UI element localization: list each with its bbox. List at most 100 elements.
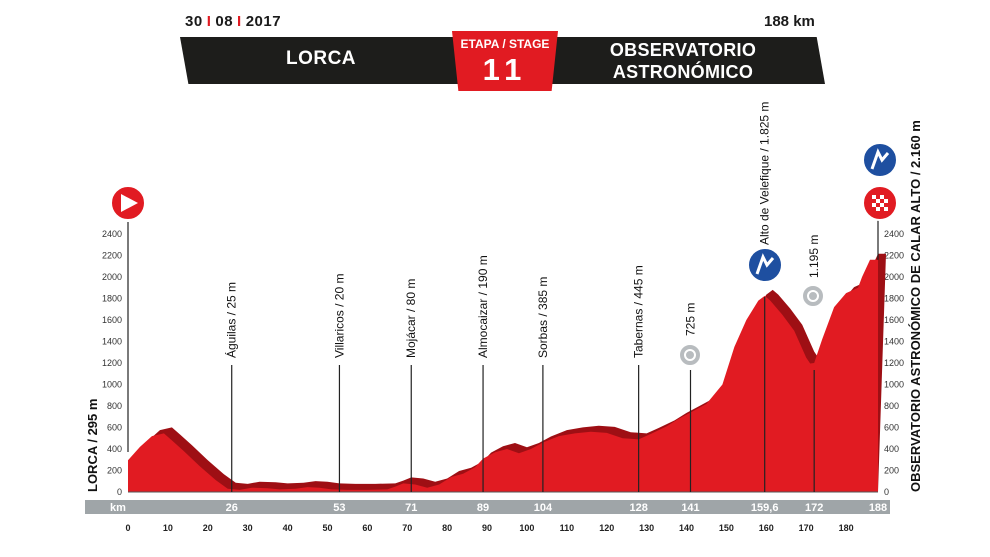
- x-tick-label: 90: [482, 523, 492, 533]
- waypoint-km: 172: [805, 502, 823, 514]
- y-tick-label-left: 200: [107, 466, 122, 476]
- climb-icon: [747, 247, 783, 283]
- waypoint-name: Almocaizar / 190 m: [476, 255, 490, 358]
- x-tick-label: 0: [125, 523, 130, 533]
- start-arrow-icon: [121, 194, 138, 212]
- climb-icon: [862, 142, 898, 178]
- finish-check-cell: [872, 195, 876, 199]
- y-tick-label-left: 1200: [102, 358, 122, 368]
- waypoint-name: Mojácar / 80 m: [404, 279, 418, 358]
- x-tick-label: 60: [362, 523, 372, 533]
- sprint-icon-ring: [684, 349, 696, 361]
- x-tick-label: 120: [599, 523, 614, 533]
- waypoint-km: 128: [629, 502, 647, 514]
- climb-icon-mark: [755, 253, 775, 275]
- finish-label: OBSERVATORIO ASTRONÓMICO DE CALAR ALTO /…: [908, 120, 923, 492]
- stage-number: 11: [482, 52, 528, 87]
- waypoint-km: 104: [534, 502, 553, 514]
- date-year: 2017: [245, 13, 282, 30]
- y-tick-label-left: 2200: [102, 251, 122, 261]
- y-tick-label-right: 1800: [884, 294, 904, 304]
- y-tick-label-right: 600: [884, 423, 899, 433]
- y-tick-label-left: 600: [107, 423, 122, 433]
- waypoint-name: Águilas / 25 m: [224, 282, 239, 358]
- y-tick-label-left: 800: [107, 401, 122, 411]
- waypoint-km: 71: [405, 502, 417, 514]
- y-tick-label-right: 1600: [884, 315, 904, 325]
- finish-check-cell: [876, 207, 880, 211]
- sprint-icon: [801, 284, 825, 308]
- y-tick-label-right: 200: [884, 466, 899, 476]
- waypoint-km: 26: [226, 502, 238, 514]
- x-tick-label: 180: [839, 523, 854, 533]
- finish-check-cell: [880, 195, 884, 199]
- y-tick-label-right: 2200: [884, 251, 904, 261]
- waypoint-name: 1.195 m: [807, 235, 821, 278]
- stage-date: 30 I 08 I 2017: [185, 13, 281, 30]
- finish-check-cell: [876, 199, 880, 203]
- x-tick-label: 30: [243, 523, 253, 533]
- y-tick-label-right: 800: [884, 401, 899, 411]
- x-tick-label: 150: [719, 523, 734, 533]
- finish-check-cell: [872, 203, 876, 207]
- y-tick-label-left: 2400: [102, 229, 122, 239]
- x-tick-label: 100: [519, 523, 534, 533]
- stage-badge: [452, 31, 558, 91]
- x-tick-label: 70: [402, 523, 412, 533]
- date-separator: I: [206, 13, 212, 30]
- finish-banner: [548, 37, 825, 84]
- x-tick-label: 110: [560, 523, 575, 533]
- x-tick-label: 140: [679, 523, 694, 533]
- x-tick-label: 170: [799, 523, 814, 533]
- waypoint-km: 159,6: [751, 502, 779, 514]
- y-tick-label-right: 1200: [884, 358, 904, 368]
- y-tick-label-left: 1600: [102, 315, 122, 325]
- y-tick-label-right: 1000: [884, 380, 904, 390]
- date-day: 30: [185, 13, 203, 30]
- waypoint-name: Villaricos / 20 m: [332, 274, 346, 358]
- waypoint-km: 141: [681, 502, 699, 514]
- waypoint-km: 53: [333, 502, 345, 514]
- y-tick-label-left: 1400: [102, 337, 122, 347]
- waypoint-km: 188: [869, 502, 887, 514]
- finish-check-cell: [884, 199, 888, 203]
- km-band-label: km: [110, 502, 126, 514]
- x-tick-label: 130: [639, 523, 654, 533]
- stage-distance: 188 km: [764, 13, 815, 30]
- date-separator: I: [237, 13, 242, 30]
- y-tick-label-right: 1400: [884, 337, 904, 347]
- finish-check-cell: [884, 207, 888, 211]
- sprint-icon-ring: [807, 290, 819, 302]
- finish-town: OBSERVATORIO ASTRONÓMICO DE CALAR ALTO: [608, 40, 758, 104]
- y-tick-label-right: 0: [884, 487, 889, 497]
- y-tick-label-left: 2000: [102, 272, 122, 282]
- y-tick-label-left: 400: [107, 444, 122, 454]
- y-tick-label-right: 2400: [884, 229, 904, 239]
- start-banner: [180, 37, 460, 84]
- finish-check-cell: [880, 203, 884, 207]
- y-tick-label-left: 0: [117, 487, 122, 497]
- waypoint-name: Alto de Velefique / 1.825 m: [758, 102, 772, 245]
- y-tick-label-left: 1800: [102, 294, 122, 304]
- x-tick-label: 160: [759, 523, 774, 533]
- y-tick-label-left: 1000: [102, 380, 122, 390]
- y-tick-label-right: 2000: [884, 272, 904, 282]
- profile-area: [128, 259, 878, 492]
- start-label: LORCA / 295 m: [85, 399, 100, 492]
- sprint-icon: [678, 343, 702, 367]
- km-band: [85, 500, 890, 514]
- x-tick-label: 10: [163, 523, 173, 533]
- y-tick-label-right: 400: [884, 444, 899, 454]
- start-town: LORCA: [285, 48, 357, 69]
- x-tick-label: 40: [283, 523, 293, 533]
- stage-label: ETAPA / STAGE: [460, 37, 550, 51]
- x-tick-label: 50: [322, 523, 332, 533]
- waypoint-name: Tabernas / 445 m: [632, 265, 646, 358]
- x-tick-label: 80: [442, 523, 452, 533]
- waypoint-name: Sorbas / 385 m: [536, 277, 550, 358]
- x-tick-label: 20: [203, 523, 213, 533]
- climb-icon-mark: [870, 148, 890, 170]
- date-month: 08: [215, 13, 234, 30]
